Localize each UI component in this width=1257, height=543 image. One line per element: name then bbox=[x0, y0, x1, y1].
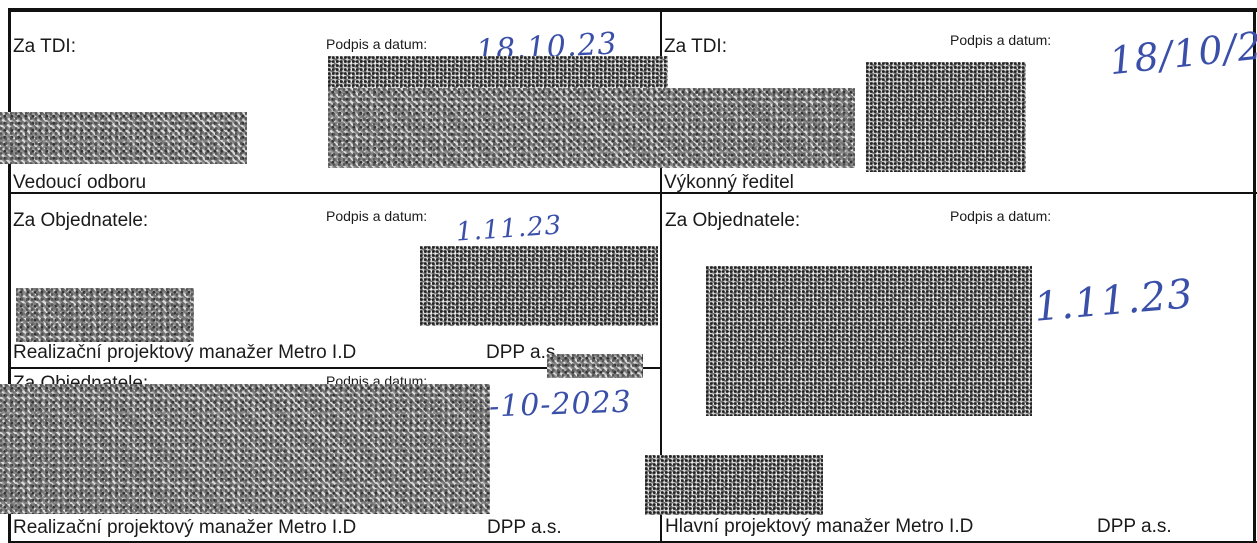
signature-cell-customer-main: Za Objednatele: Podpis a datum: 1.11.23 … bbox=[662, 194, 1253, 541]
table-bottom-border bbox=[8, 541, 1257, 543]
redacted-signature-block bbox=[0, 384, 490, 514]
redacted-signature-block bbox=[866, 62, 1026, 172]
party-label: Za TDI: bbox=[13, 36, 76, 57]
table-top-border bbox=[8, 8, 1257, 12]
signature-cell-tdi-department: Za TDI: Podpis a datum: 18.10.23 Vedoucí… bbox=[11, 12, 660, 193]
role-label: Realizační projektový manažer Metro I.D bbox=[13, 342, 357, 363]
role-label: Výkonný ředitel bbox=[664, 172, 794, 193]
table-right-border bbox=[1253, 8, 1256, 543]
signature-cell-tdi-executive: Za TDI: Podpis a datum: 18/10/23 Výkonný… bbox=[662, 12, 1257, 193]
redacted-stamp-block bbox=[547, 354, 643, 378]
role-label: Hlavní projektový manažer Metro I.D bbox=[665, 516, 974, 537]
organization-label: DPP a.s. bbox=[486, 342, 561, 363]
party-label: Za Objednatele: bbox=[13, 210, 149, 231]
table-middle-divider bbox=[660, 8, 662, 543]
role-label: Realizační projektový manažer Metro I.D bbox=[13, 517, 357, 538]
table-left-border bbox=[8, 8, 11, 543]
redacted-signature-block bbox=[420, 246, 658, 326]
redacted-name-block bbox=[16, 288, 194, 342]
signature-cell-customer-realization-1: Za Objednatele: Podpis a datum: 1.11.23 … bbox=[11, 194, 660, 367]
row-divider-1 bbox=[8, 192, 1257, 194]
redacted-name-block bbox=[645, 455, 823, 515]
handwritten-date: 18/10/23 bbox=[1107, 20, 1257, 84]
redacted-signature-block bbox=[328, 88, 855, 168]
sign-date-label: Podpis a datum: bbox=[950, 32, 1052, 48]
sign-date-label: Podpis a datum: bbox=[950, 208, 1052, 224]
party-label: Za Objednatele: bbox=[665, 210, 801, 231]
redacted-signature-block bbox=[706, 266, 1032, 416]
organization-label: DPP a.s. bbox=[1097, 516, 1172, 537]
organization-label: DPP a.s. bbox=[487, 517, 562, 538]
handwritten-date: 1.11.23 bbox=[1032, 271, 1196, 331]
role-label: Vedoucí odboru bbox=[13, 172, 147, 193]
sign-date-label: Podpis a datum: bbox=[326, 208, 428, 224]
handwritten-date: -10-2023 bbox=[488, 384, 633, 425]
party-label: Za TDI: bbox=[664, 36, 727, 57]
redacted-name-block bbox=[0, 112, 247, 164]
row-divider-left-2 bbox=[8, 367, 662, 369]
sign-date-label: Podpis a datum: bbox=[326, 36, 428, 52]
handwritten-date: 1.11.23 bbox=[455, 210, 564, 248]
